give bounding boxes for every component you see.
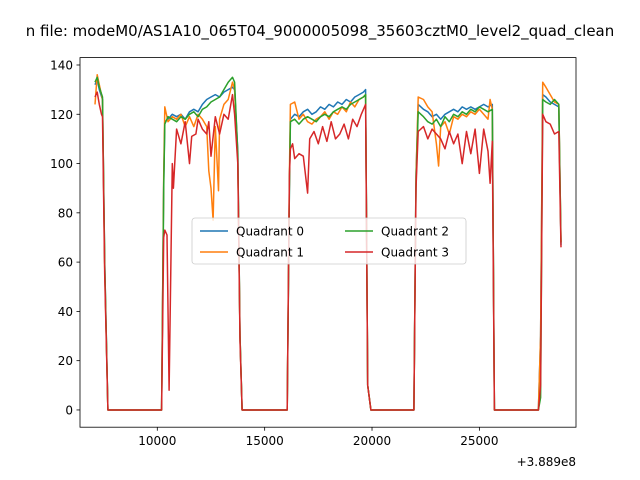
y-tick-label: 140 <box>50 58 73 72</box>
series-layer <box>94 74 562 411</box>
x-tick-label: 25000 <box>460 434 498 448</box>
y-tick-label: 40 <box>58 305 73 319</box>
x-tick-label: 20000 <box>353 434 391 448</box>
legend: Quadrant 0 Quadrant 1 Quadrant 2 Quadrant 3 <box>191 217 467 265</box>
legend-label-quadrant-2: Quadrant 2 <box>381 225 449 239</box>
plot-frame <box>79 57 577 428</box>
x-axis: 10000 15000 20000 25000 <box>138 427 498 448</box>
y-tick-label: 100 <box>50 157 73 171</box>
y-tick-label: 20 <box>58 354 73 368</box>
legend-label-quadrant-0: Quadrant 0 <box>236 225 304 239</box>
x-tick-label: 10000 <box>138 434 176 448</box>
series-line-quadrant-3 <box>94 91 562 411</box>
x-axis-offset-label: +3.889e8 <box>517 455 576 469</box>
y-tick-label: 60 <box>58 256 73 270</box>
legend-label-quadrant-3: Quadrant 3 <box>381 246 449 260</box>
legend-label-quadrant-1: Quadrant 1 <box>236 246 304 260</box>
legend-box <box>191 217 467 265</box>
series-line-quadrant-1 <box>94 74 562 411</box>
x-tick-label: 15000 <box>246 434 284 448</box>
y-tick-label: 0 <box>65 403 73 417</box>
y-axis: 0 20 40 60 80 100 120 140 <box>50 58 80 417</box>
chart-title: n file: modeM0/AS1A10_065T04_9000005098_… <box>26 22 615 41</box>
series-line-quadrant-2 <box>94 76 562 411</box>
y-tick-label: 120 <box>50 108 73 122</box>
y-tick-label: 80 <box>58 206 73 220</box>
